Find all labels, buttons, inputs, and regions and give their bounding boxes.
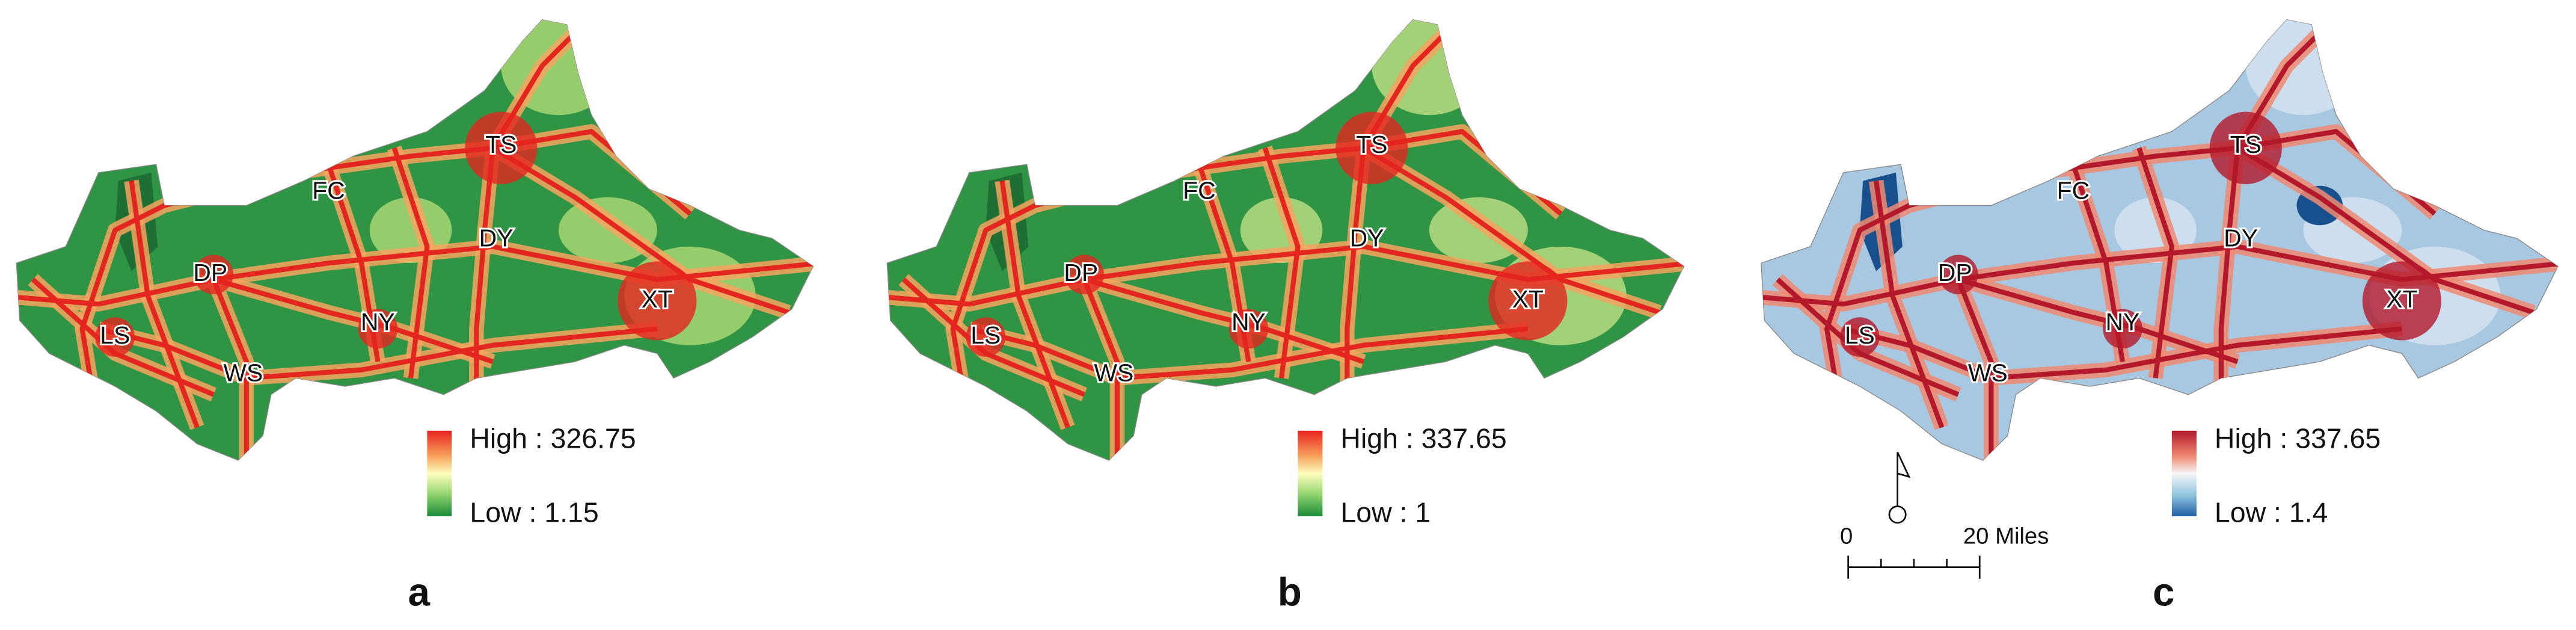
place-label: LS: [100, 321, 130, 349]
region-detail: [887, 19, 1684, 461]
place-label: FC: [2057, 176, 2090, 204]
panel-letter: c: [2153, 570, 2174, 614]
region-detail: [16, 19, 814, 461]
urban-core: [966, 317, 1006, 357]
urban-core: [1488, 261, 1568, 341]
urban-core: [2103, 309, 2142, 349]
place-label: TS: [1356, 131, 1387, 158]
place-label: FC: [312, 176, 345, 204]
urban-core: [1064, 255, 1105, 295]
place-label: NY: [1231, 308, 1266, 336]
urban-core: [1228, 309, 1269, 349]
place-label: XT: [642, 285, 673, 313]
road: [968, 326, 1529, 381]
panel-letter: b: [1278, 570, 1302, 614]
road: [129, 180, 200, 428]
legend-high: High : 337.65: [2215, 422, 2381, 454]
legend-ramp: [1298, 430, 1323, 516]
place-label: WS: [1094, 359, 1133, 387]
road: [474, 147, 495, 395]
place-label: LS: [1845, 321, 1875, 349]
place-label: DY: [2224, 224, 2258, 252]
land-patch: [2007, 57, 2139, 140]
land-patch: [1133, 57, 1265, 140]
road: [1362, 146, 1660, 315]
urban-core: [2209, 111, 2282, 184]
map-panel: TS FC DY DP NY XT LS WS High : 337.65 Low : 1 b: [886, 19, 1685, 614]
north-arrow-circle: [1888, 505, 1907, 524]
north-arrow: [1897, 451, 1911, 507]
urban-core: [194, 255, 233, 295]
map-panel: TS FC DY DP NY XT LS WS High : 326.75 Low : 1.15 a: [16, 19, 814, 614]
legend-low: Low : 1.15: [470, 496, 598, 528]
legend-high: High : 337.65: [1340, 422, 1506, 454]
road: [1842, 326, 2402, 381]
legend-high: High : 326.75: [470, 422, 636, 454]
place-label: DY: [1350, 224, 1384, 252]
place-label: NY: [2105, 308, 2139, 336]
scale-start: 0: [1840, 523, 1853, 549]
map-panel: TS FC DY DP NY XT LS WS High : 337.65 Low : 1.4 c: [1761, 19, 2559, 614]
legend-low: Low : 1: [1340, 496, 1431, 528]
place-label: XT: [1512, 285, 1544, 313]
road: [950, 145, 1364, 428]
urban-core: [2362, 261, 2441, 341]
urban-core: [1840, 317, 1880, 357]
place-label: LS: [971, 321, 1001, 349]
place-label: FC: [1183, 176, 1216, 204]
scale-line: [1847, 555, 1981, 579]
road: [1082, 278, 1120, 461]
place-label: TS: [2230, 131, 2262, 158]
place-label: WS: [1968, 359, 2008, 387]
road: [1262, 147, 1301, 378]
scale-end: 20 Miles: [1963, 523, 2049, 549]
legend-ramp: [427, 430, 452, 516]
urban-core: [618, 261, 697, 341]
place-label: DP: [1064, 259, 1098, 286]
land-patch: [263, 57, 394, 140]
road: [1874, 180, 1945, 428]
road: [999, 180, 1070, 428]
road: [2236, 146, 2535, 315]
legend-low: Low : 1.4: [2215, 496, 2328, 528]
road: [491, 146, 790, 315]
urban-core: [1336, 111, 1408, 184]
urban-core: [1938, 255, 1978, 295]
road: [211, 278, 249, 461]
urban-core: [95, 317, 135, 357]
place-label: XT: [2386, 285, 2417, 313]
place-label: DY: [479, 224, 514, 252]
road: [391, 147, 430, 378]
road: [2136, 147, 2174, 378]
place-label: WS: [223, 359, 263, 387]
road: [97, 326, 658, 381]
panel-letter: a: [408, 570, 430, 614]
road: [1955, 278, 1994, 461]
place-label: TS: [485, 131, 517, 158]
urban-core: [465, 111, 538, 184]
road: [1345, 147, 1366, 395]
place-label: DP: [193, 259, 227, 286]
road: [2218, 147, 2240, 395]
scale-bar: 0 20 Miles: [1840, 451, 2049, 579]
place-label: DP: [1938, 259, 1972, 286]
legend-ramp: [2171, 430, 2197, 516]
place-label: NY: [361, 308, 395, 336]
urban-core: [358, 309, 398, 349]
